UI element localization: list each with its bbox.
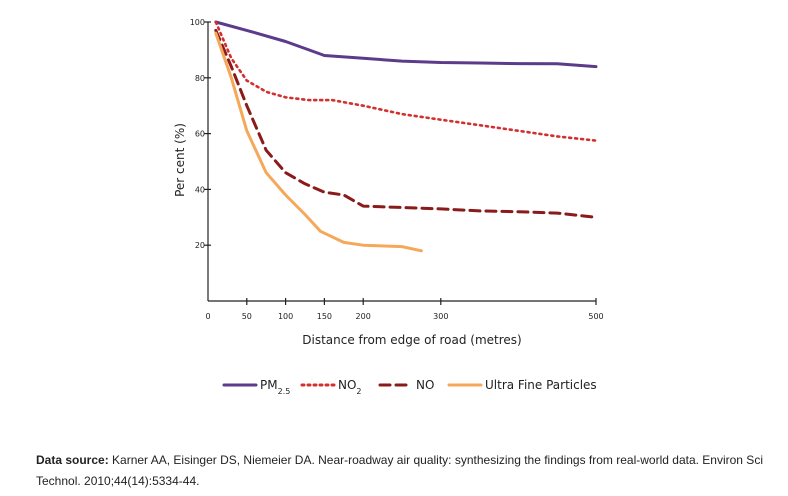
series-line-1 xyxy=(214,20,598,142)
x-ticks: 0 50 100 150 200 300 500 xyxy=(205,298,604,321)
series-line-2 xyxy=(214,28,598,219)
data-source-text: Karner AA, Eisinger DS, Niemeier DA. Nea… xyxy=(36,453,763,488)
x-axis-label: Distance from edge of road (metres) xyxy=(302,333,521,347)
legend-label-subscript: 2.5 xyxy=(278,387,291,396)
series-line-0 xyxy=(214,20,598,69)
x-tick-label: 200 xyxy=(356,312,371,321)
legend-label: PM2.5 xyxy=(260,378,290,396)
series-line-3 xyxy=(214,31,423,253)
data-source-label: Data source: xyxy=(36,453,109,467)
near-roadway-chart: 20 40 60 80 100 0 50 100 150 200 300 500 Distance … xyxy=(173,18,604,396)
y-tick-label: 100 xyxy=(190,18,205,27)
legend-label: NO xyxy=(416,378,434,392)
x-tick-label: 500 xyxy=(588,312,603,321)
y-tick-label: 40 xyxy=(195,185,205,194)
y-tick-label: 80 xyxy=(195,74,205,83)
legend: PM2.5 NO2 NO Ultra Fine Particles xyxy=(222,378,597,396)
x-tick-label: 50 xyxy=(242,312,252,321)
axes xyxy=(207,22,596,302)
legend-label: Ultra Fine Particles xyxy=(485,378,597,392)
y-tick-label: 60 xyxy=(195,130,205,139)
x-tick-label: 100 xyxy=(278,312,293,321)
x-tick-label: 150 xyxy=(317,312,332,321)
legend-label: NO2 xyxy=(338,378,362,396)
y-axis-label: Per cent (%) xyxy=(173,123,187,197)
series-lines xyxy=(214,20,598,253)
x-tick-label: 300 xyxy=(433,312,448,321)
x-tick-label: 0 xyxy=(205,312,210,321)
legend-label-subscript: 2 xyxy=(356,387,361,396)
y-tick-label: 20 xyxy=(195,241,205,250)
y-ticks: 20 40 60 80 100 xyxy=(190,18,211,250)
data-source-note: Data source: Karner AA, Eisinger DS, Nie… xyxy=(36,450,781,492)
